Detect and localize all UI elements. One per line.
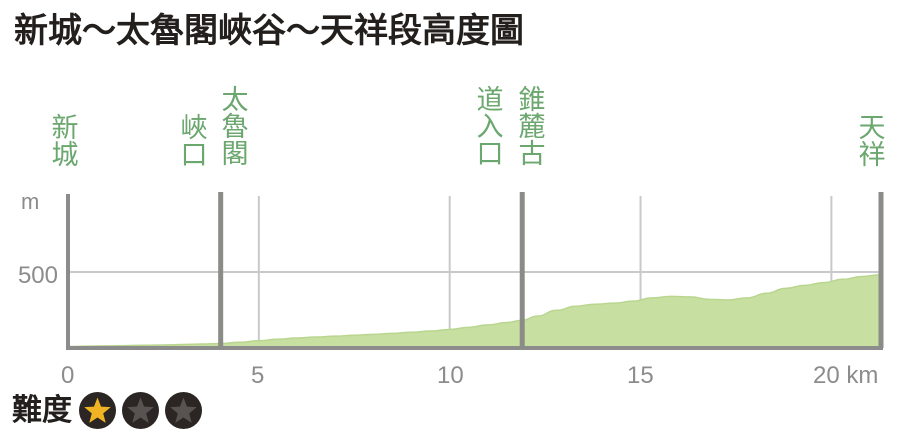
- station-label-xincheng: 新城: [47, 113, 78, 167]
- station-label-xiakou: 峽口: [176, 113, 207, 167]
- station-label-zhuilu-col1: 道入口: [472, 85, 503, 166]
- elevation-area: [68, 274, 881, 348]
- station-label-zhuilu-col2: 錐麓古: [514, 85, 545, 166]
- difficulty-star-3-empty: [165, 392, 202, 429]
- station-label-tianxiang: 天祥: [854, 113, 885, 167]
- elevation-line: [67, 273, 882, 348]
- difficulty-star-2-empty: [122, 392, 159, 429]
- y-axis-tick-500: 500: [17, 262, 58, 289]
- station-label-taroko: 太魯閣: [217, 85, 248, 166]
- x-axis-tick-10: 10: [437, 362, 464, 389]
- y-axis-unit-label: m: [21, 189, 40, 214]
- difficulty-star-1-filled: [79, 392, 116, 429]
- x-axis-tick-5: 5: [251, 362, 265, 389]
- difficulty-rating: 難度: [12, 392, 204, 429]
- x-axis-tick-20: 20 km: [813, 362, 879, 389]
- page-title: 新城〜太魯閣峽谷〜天祥段高度圖: [14, 12, 524, 50]
- x-axis-tick-15: 15: [627, 362, 654, 389]
- x-axis-tick-0: 0: [61, 362, 75, 389]
- difficulty-label: 難度: [12, 393, 72, 427]
